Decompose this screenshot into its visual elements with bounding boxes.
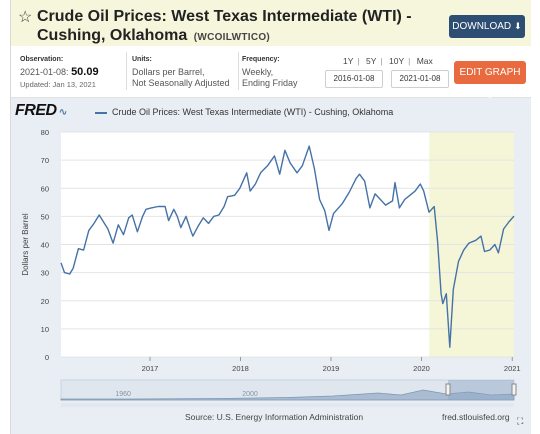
series-line[interactable] [60,145,515,348]
units-block: Units: Dollars per Barrel, Not Seasonall… [132,54,230,89]
price-chart[interactable]: 0 10 20 30 40 50 60 70 80 2017 2018 2019 2020 2021 Dol… [11,98,531,408]
source-note: Source: U.S. Energy Information Administ… [185,412,364,422]
observation-value-line: 2021-01-08: 50.09 [20,67,99,78]
units-line1: Dollars per Barrel, [132,67,205,77]
fred-logo: FRED ∿ [15,102,67,120]
graph-area: FRED ∿ Crude Oil Prices: West Texas Inte… [11,98,531,434]
range-5y[interactable]: 5Y [366,56,377,66]
legend-text: Crude Oil Prices: West Texas Intermediat… [112,107,394,117]
x-tick-label: 2021 [504,364,521,373]
observation-label: Observation: [20,56,64,63]
y-tick-label: 10 [41,325,49,334]
y-tick-label: 80 [41,128,49,137]
series-header: ☆ Crude Oil Prices: West Texas Intermedi… [11,0,531,46]
start-date-input[interactable]: 2016-01-08 [325,70,383,88]
series-title: Crude Oil Prices: West Texas Intermediat… [37,7,432,47]
navigator-year-label: 1960 [115,391,131,398]
x-tick-label: 2019 [323,364,340,373]
navigator-handle-left[interactable] [445,383,451,396]
navigator-overview [60,389,515,401]
navigator-handle-right[interactable] [511,383,517,396]
updated-date: Updated: Jan 13, 2021 [20,80,96,89]
y-tick-label: 50 [41,212,49,221]
navigator-year-label: 2000 [242,391,258,398]
end-date-input[interactable]: 2021-01-08 [391,70,449,88]
fred-logo-text: FRED [15,102,57,119]
y-tick-label: 0 [45,353,49,362]
series-title-text: Crude Oil Prices: West Texas Intermediat… [37,8,412,44]
y-tick-label: 70 [41,156,49,165]
site-link[interactable]: fred.stlouisfed.org [442,412,510,422]
series-meta: Observation: 2021-01-08: 50.09 Updated: … [11,46,531,101]
navigator-scrollbar[interactable] [61,403,514,407]
y-tick-label: 30 [41,269,49,278]
frequency-line2: Ending Friday [242,78,298,88]
edit-graph-label: EDIT GRAPH [459,67,521,78]
range-max[interactable]: Max [416,56,433,66]
download-button[interactable]: DOWNLOAD ⬇ [449,15,525,38]
range-1y[interactable]: 1Y [343,56,354,66]
chart-legend: Crude Oil Prices: West Texas Intermediat… [95,107,393,117]
gear-icon: ⚙ [485,90,495,101]
observation-block: Observation: 2021-01-08: 50.09 Updated: … [20,54,99,90]
range-10y[interactable]: 10Y [389,56,405,66]
frequency-line1: Weekly, [242,67,274,77]
edit-graph-button[interactable]: EDIT GRAPH ⚙ [454,61,526,101]
frequency-label: Frequency: [242,56,280,63]
observation-value: 50.09 [71,66,99,78]
observation-date: 2021-01-08: [20,67,69,77]
x-tick-label: 2017 [142,364,159,373]
units-label: Units: [132,56,152,63]
fred-series-panel: ☆ Crude Oil Prices: West Texas Intermedi… [10,0,531,434]
x-tick-label: 2018 [232,364,249,373]
y-tick-label: 40 [41,241,49,250]
download-icon: ⬇ [514,21,522,31]
expand-icon[interactable]: ⛶ [517,416,524,426]
divider [238,52,239,90]
divider [126,52,127,90]
star-icon[interactable]: ☆ [18,9,33,26]
y-tick-label: 60 [41,184,49,193]
range-selector: 1Y | 5Y | 10Y | Max [343,56,433,66]
series-code: (WCOILWTICO) [193,32,271,43]
x-tick-label: 2020 [413,364,430,373]
navigator-selection[interactable] [448,380,514,400]
units-line2: Not Seasonally Adjusted [132,78,230,88]
y-tick-label: 20 [41,297,49,306]
frequency-block: Frequency: Weekly, Ending Friday [242,54,298,89]
graph-mark-icon: ∿ [56,107,67,118]
y-axis-label: Dollars per Barrel [21,213,30,275]
legend-swatch [95,111,107,114]
download-label: DOWNLOAD [452,21,512,32]
